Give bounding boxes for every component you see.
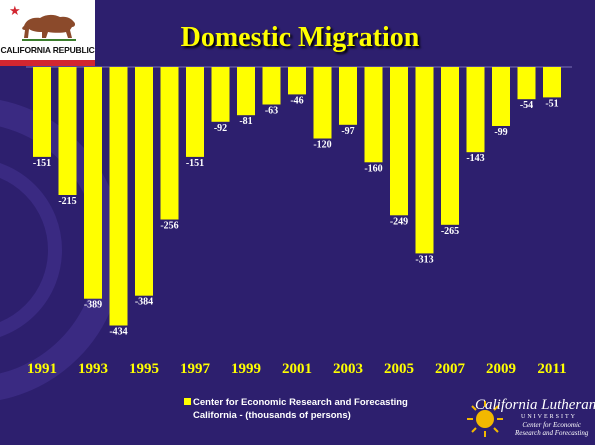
data-label-2005: -249 (390, 216, 408, 227)
bar-1995 (135, 67, 153, 296)
clu-university: UNIVERSITY (521, 414, 577, 420)
data-label-1991: -151 (33, 158, 51, 169)
bar-2000 (262, 67, 281, 105)
data-label-2003: -97 (341, 126, 354, 137)
flag-label: CALIFORNIA REPUBLIC (0, 45, 95, 55)
clu-center-line1: Center for Economic (522, 421, 582, 429)
bar-1996 (160, 67, 179, 220)
x-tick-2005: 2005 (384, 361, 414, 377)
x-tick-2011: 2011 (537, 361, 566, 377)
bar-2009 (492, 67, 510, 126)
bar-2010 (517, 67, 536, 100)
bar-1993 (84, 67, 102, 299)
legend-line-1: Center for Economic Research and Forecas… (184, 396, 444, 409)
data-label-2008: -143 (466, 153, 484, 164)
x-tick-1991: 1991 (27, 361, 57, 377)
bar-1992 (58, 67, 77, 195)
bar-1999 (237, 67, 255, 116)
data-label-2010: -54 (520, 100, 533, 111)
data-label-2001: -46 (290, 95, 303, 106)
bar-2006 (415, 67, 434, 254)
bar-1998 (211, 67, 230, 122)
x-tick-1997: 1997 (180, 361, 211, 377)
chart-title: Domestic Migration (180, 22, 420, 53)
legend-swatch (184, 398, 191, 405)
data-label-1997: -151 (186, 158, 204, 169)
clu-logo: California Lutheran UNIVERSITY Center fo… (465, 393, 595, 443)
data-label-2002: -120 (313, 140, 331, 151)
bar-1997 (186, 67, 204, 157)
data-label-2009: -99 (494, 127, 507, 138)
data-label-1992: -215 (58, 196, 76, 207)
x-tick-1999: 1999 (231, 361, 261, 377)
data-label-2000: -63 (265, 106, 278, 117)
data-label-1995: -384 (135, 297, 153, 308)
x-tick-1993: 1993 (78, 361, 108, 377)
data-label-2007: -265 (441, 226, 459, 237)
bar-2004 (364, 67, 383, 163)
data-label-2004: -160 (364, 163, 382, 174)
bar-2008 (466, 67, 485, 153)
bars-group (33, 67, 561, 326)
data-label-2011: -51 (545, 98, 558, 109)
bear-icon (22, 14, 76, 41)
x-tick-labels-group: 1991 1993 1995 1997 1999 2001 2003 2005 2007 2009… (27, 361, 567, 377)
data-labels-group: -151 -215 -389 -434 -384 -256 -151 -92 -81 -63 -46… (33, 95, 559, 337)
data-label-2006: -313 (415, 254, 433, 265)
x-tick-2009: 2009 (486, 361, 516, 377)
bar-2005 (390, 67, 408, 216)
bar-2003 (339, 67, 357, 125)
bar-1991 (33, 67, 51, 157)
bar-1994 (109, 67, 128, 326)
california-flag: ★ CALIFORNIA REPUBLIC (0, 0, 95, 66)
data-label-1994: -434 (109, 327, 127, 338)
bar-2001 (288, 67, 306, 95)
bar-2011 (543, 67, 561, 98)
legend-label: Center for Economic Research and Forecas… (193, 397, 408, 408)
data-label-1998: -92 (214, 123, 227, 134)
bar-2002 (313, 67, 332, 139)
legend-line-2: California - (thousands of persons) (193, 410, 351, 421)
clu-center: Center for Economic Research and Forecas… (515, 421, 589, 437)
x-tick-2003: 2003 (333, 361, 363, 377)
x-tick-2001: 2001 (282, 361, 312, 377)
sun-emblem-icon (467, 401, 503, 437)
x-tick-2007: 2007 (435, 361, 466, 377)
star-icon: ★ (9, 3, 21, 18)
data-label-1996: -256 (160, 221, 178, 232)
clu-name: California Lutheran (475, 397, 595, 413)
data-label-1999: -81 (239, 116, 252, 127)
data-label-1993: -389 (84, 300, 102, 311)
legend: Center for Economic Research and Forecas… (184, 396, 444, 422)
clu-center-line2: Research and Forecasting (515, 428, 589, 437)
bar-2007 (441, 67, 459, 225)
x-tick-1995: 1995 (129, 361, 159, 377)
